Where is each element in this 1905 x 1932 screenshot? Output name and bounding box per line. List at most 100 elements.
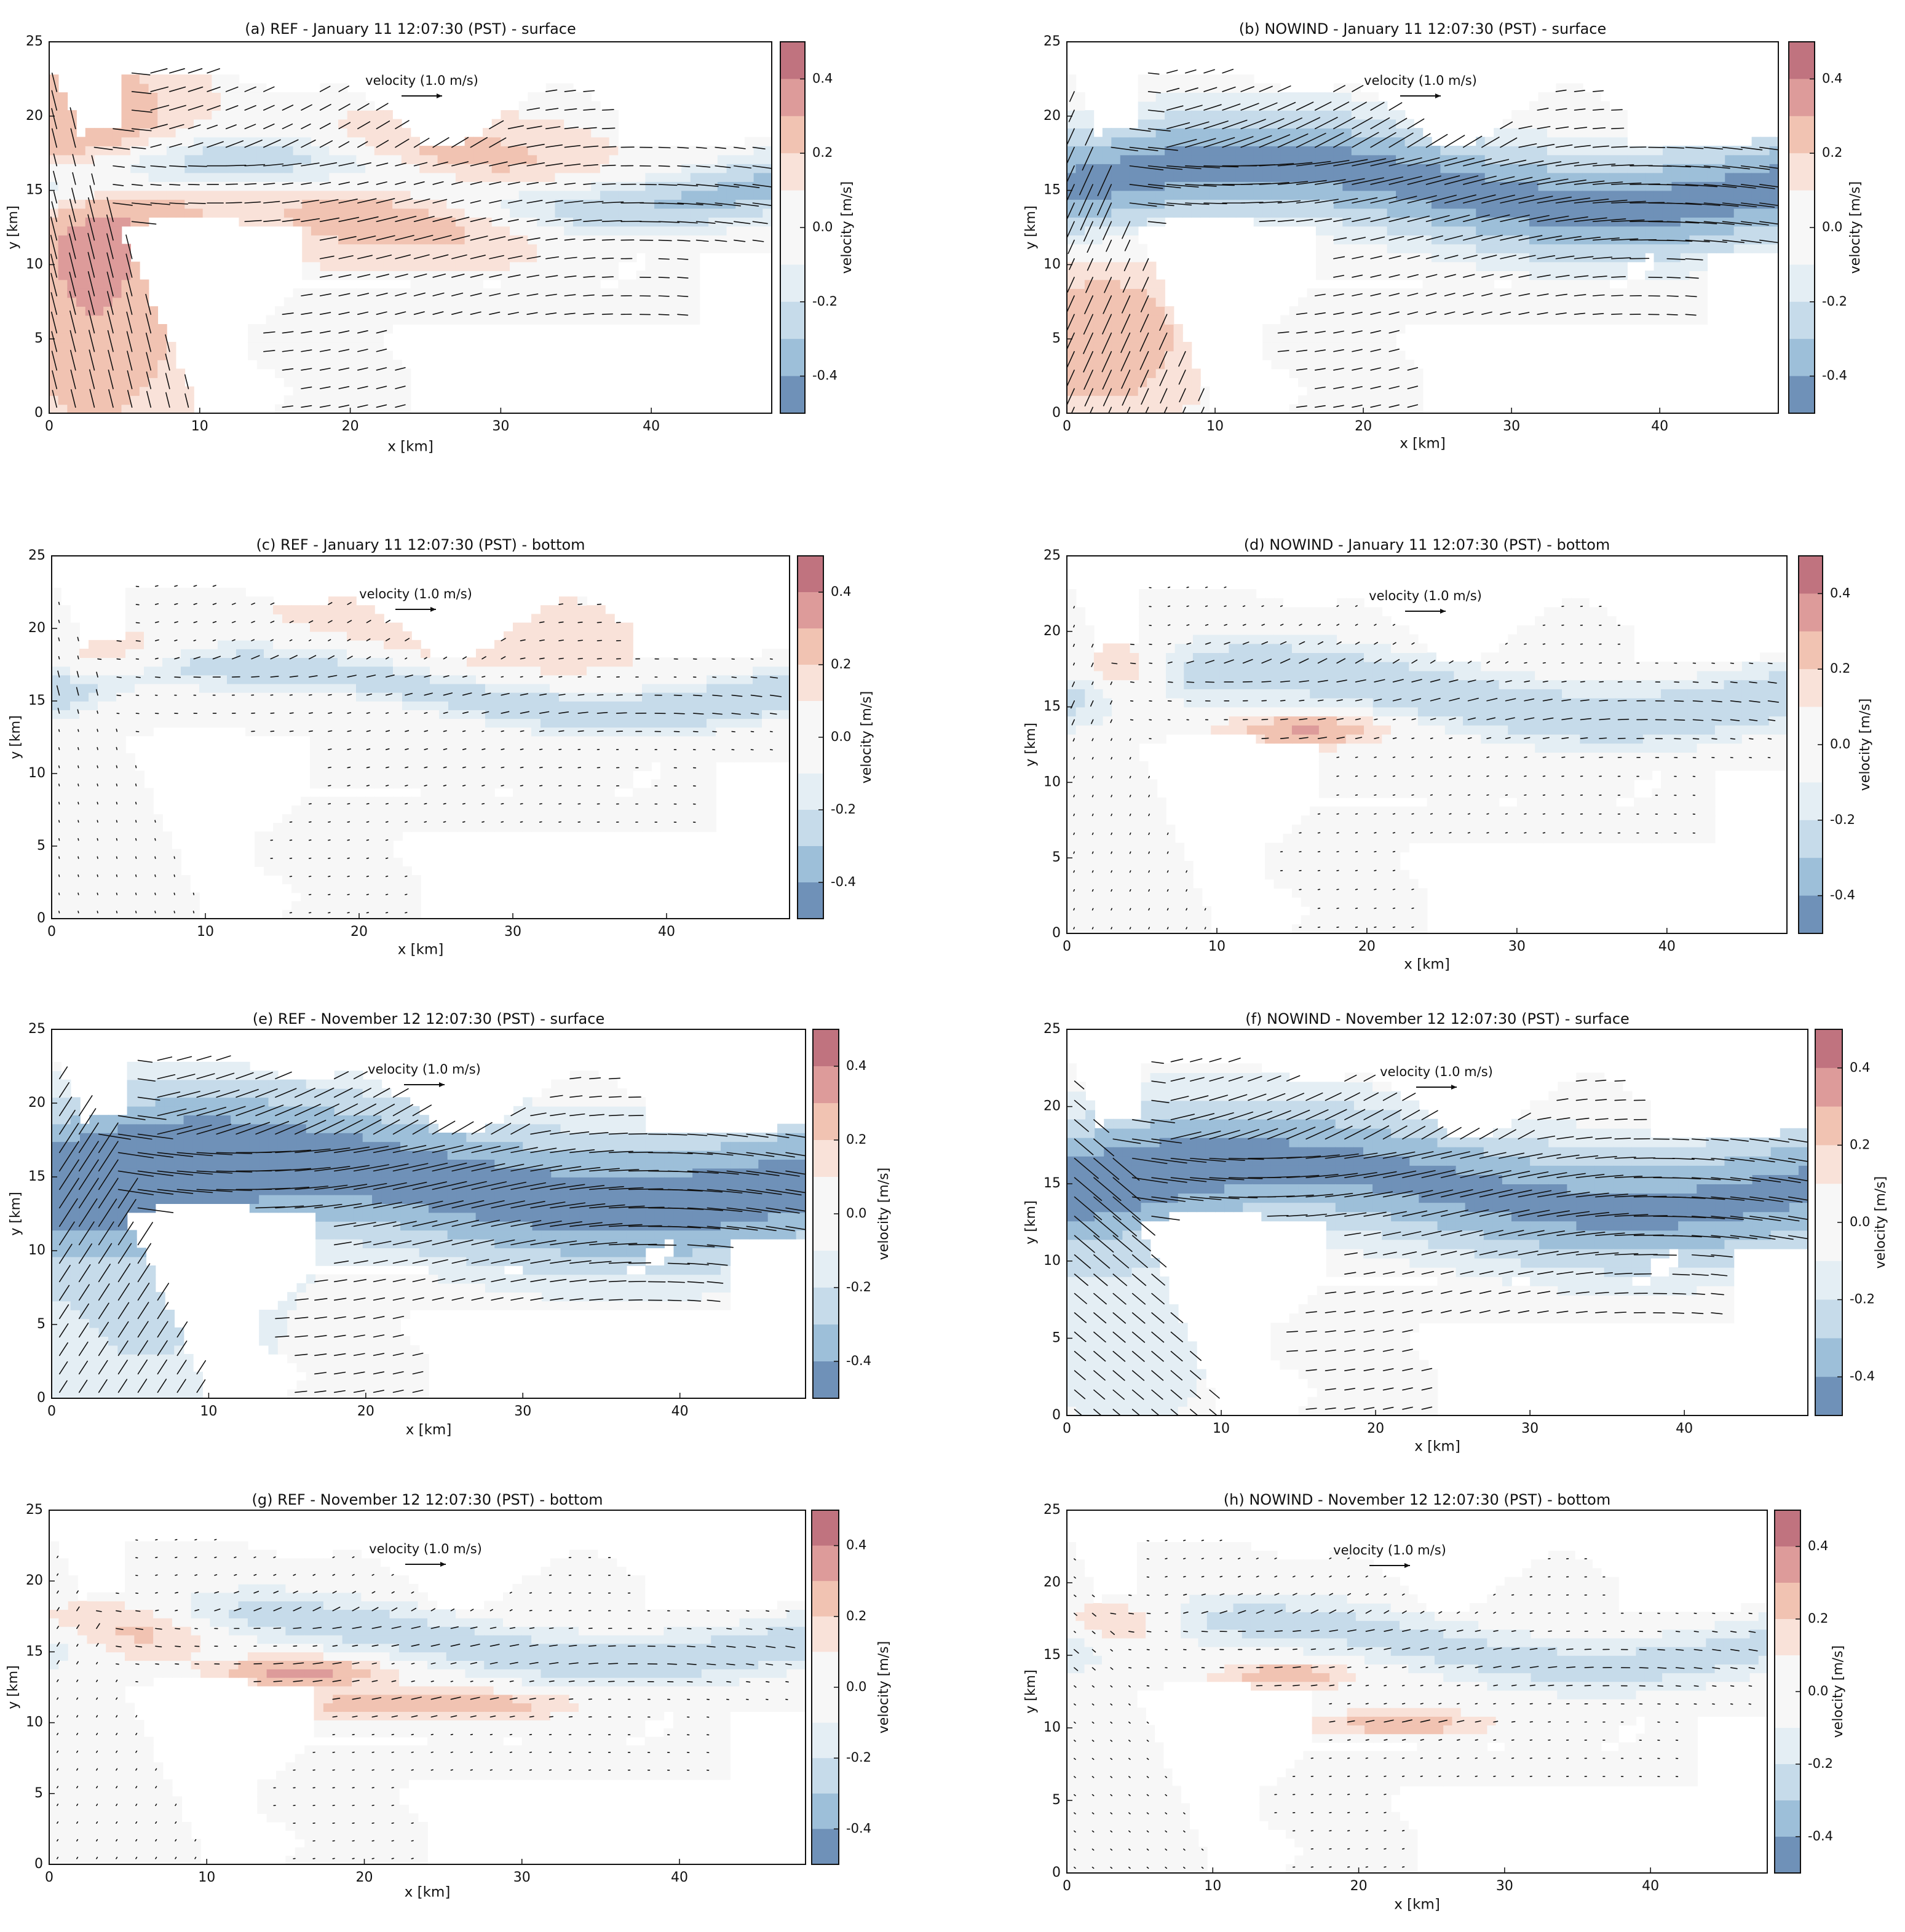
- velocity-cell: [419, 306, 429, 315]
- velocity-cell: [58, 217, 68, 226]
- velocity-cell: [762, 217, 772, 226]
- velocity-cell: [194, 155, 203, 164]
- velocity-cell: [1681, 280, 1690, 289]
- velocity-cell: [167, 173, 176, 182]
- colorbar-band: [780, 116, 805, 154]
- velocity-cell: [1342, 288, 1352, 298]
- velocity-cell: [1174, 333, 1183, 342]
- velocity-cell: [1645, 298, 1654, 307]
- velocity-cell: [176, 74, 185, 84]
- velocity-cell: [1432, 191, 1441, 200]
- velocity-cell: [1298, 351, 1307, 360]
- velocity-cell: [1511, 315, 1521, 325]
- velocity-cell: [1663, 155, 1672, 164]
- velocity-cell: [356, 378, 365, 387]
- velocity-cell: [1218, 208, 1227, 218]
- velocity-cell: [1307, 387, 1316, 396]
- velocity-cell: [609, 191, 619, 200]
- velocity-cell: [546, 262, 555, 271]
- velocity-cell: [537, 298, 546, 307]
- velocity-cell: [52, 762, 61, 771]
- velocity-cell: [61, 866, 71, 876]
- velocity-cell: [365, 315, 374, 325]
- velocity-cell: [302, 173, 311, 182]
- velocity-cell: [85, 244, 95, 253]
- velocity-cell: [140, 208, 149, 218]
- velocity-cell: [591, 217, 600, 226]
- velocity-cell: [438, 191, 447, 200]
- velocity-cell: [1191, 369, 1200, 378]
- velocity-cell: [1583, 137, 1592, 146]
- velocity-cell: [681, 262, 691, 271]
- velocity-cell: [1325, 217, 1334, 226]
- velocity-cell: [1075, 137, 1085, 146]
- velocity-cell: [338, 395, 347, 405]
- velocity-cell: [1174, 155, 1183, 164]
- velocity-cell: [1654, 191, 1663, 200]
- velocity-cell: [61, 901, 71, 911]
- velocity-cell: [1396, 110, 1405, 119]
- velocity-cell: [1414, 208, 1423, 218]
- velocity-cell: [519, 173, 528, 182]
- velocity-cell: [184, 181, 194, 191]
- velocity-arrow: [603, 146, 616, 147]
- panel-title: (a) REF - January 11 12:07:30 (PST) - su…: [245, 20, 576, 38]
- velocity-cell: [1174, 92, 1183, 101]
- velocity-cell: [1200, 110, 1210, 119]
- velocity-cell: [1618, 155, 1628, 164]
- velocity-cell: [681, 271, 691, 280]
- velocity-cell: [1075, 128, 1085, 137]
- velocity-cell: [1405, 146, 1414, 155]
- velocity-cell: [1681, 155, 1690, 164]
- velocity-cell: [1342, 110, 1352, 119]
- velocity-cell: [745, 208, 754, 218]
- velocity-cell: [555, 288, 564, 298]
- velocity-cell: [1743, 208, 1752, 218]
- velocity-cell: [356, 226, 365, 236]
- velocity-cell: [762, 244, 772, 253]
- velocity-cell: [311, 369, 320, 378]
- velocity-cell: [1325, 244, 1334, 253]
- velocity-cell: [1707, 208, 1716, 218]
- velocity-cell: [1298, 298, 1307, 307]
- velocity-cell: [1325, 262, 1334, 271]
- velocity-cell: [365, 351, 374, 360]
- velocity-cell: [338, 333, 347, 342]
- velocity-cell: [618, 199, 627, 208]
- velocity-cell: [302, 199, 311, 208]
- velocity-cell: [1289, 110, 1299, 119]
- velocity-cell: [157, 342, 167, 351]
- velocity-cell: [1111, 360, 1120, 369]
- colorbar-band: [1789, 376, 1815, 414]
- velocity-cell: [212, 146, 221, 155]
- velocity-cell: [1583, 155, 1592, 164]
- velocity-cell: [392, 226, 402, 236]
- y-axis-label: y [km]: [1023, 205, 1039, 249]
- velocity-cell: [456, 306, 465, 315]
- velocity-cell: [1218, 173, 1227, 182]
- colorbar-label: velocity [m/s]: [1848, 181, 1863, 274]
- velocity-cell: [1494, 128, 1503, 137]
- velocity-cell: [248, 351, 257, 360]
- velocity-cell: [483, 226, 492, 236]
- velocity-cell: [1698, 226, 1708, 236]
- velocity-cell: [61, 814, 71, 823]
- velocity-cell: [320, 288, 330, 298]
- velocity-cell: [1129, 155, 1138, 164]
- velocity-cell: [718, 164, 727, 173]
- velocity-cell: [1601, 244, 1610, 253]
- velocity-cell: [1254, 155, 1263, 164]
- velocity-cell: [347, 333, 357, 342]
- velocity-cell: [1067, 333, 1076, 342]
- velocity-cell: [248, 217, 257, 226]
- velocity-cell: [1618, 226, 1628, 236]
- velocity-cell: [1547, 306, 1556, 315]
- velocity-cell: [1405, 137, 1414, 146]
- velocity-cell: [338, 191, 347, 200]
- velocity-cell: [1093, 333, 1103, 342]
- velocity-cell: [347, 101, 357, 111]
- velocity-cell: [1511, 164, 1521, 173]
- velocity-cell: [1396, 244, 1405, 253]
- velocity-cell: [745, 164, 754, 173]
- velocity-cell: [61, 823, 71, 832]
